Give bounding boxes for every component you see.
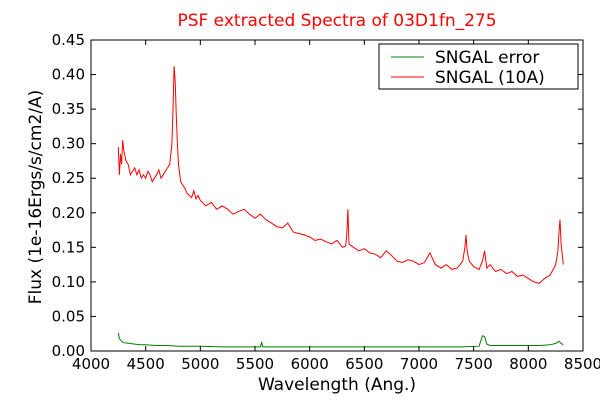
y-axis-label: Flux (1e-16Ergs/s/cm2/A) xyxy=(26,90,46,305)
plot-frame xyxy=(90,39,584,352)
y-tick-label: 0.35 xyxy=(52,100,85,118)
y-tick-label: 0.40 xyxy=(52,66,85,84)
axes: 4000 4500 5000 5500 6000 6500 7000 7500 8000 8500… xyxy=(52,31,600,373)
y-tick-label: 0.20 xyxy=(52,204,85,222)
x-axis-label: Wavelength (Ang.) xyxy=(258,375,416,395)
legend-box xyxy=(378,43,579,90)
legend-label: SNGAL error xyxy=(435,48,539,68)
x-tick-label: 5500 xyxy=(236,355,274,373)
x-tick-label: 7000 xyxy=(400,355,438,373)
y-tick-label: 0.05 xyxy=(52,307,85,325)
x-tick-label: 6500 xyxy=(345,355,383,373)
y-tick-label: 0.30 xyxy=(52,135,85,153)
y-tick-label: 0.10 xyxy=(52,273,85,291)
plot-area xyxy=(117,66,564,348)
legend-label: SNGAL (10A) xyxy=(435,68,545,88)
series-line-sngal-10a xyxy=(117,66,564,284)
chart-title: PSF extracted Spectra of 03D1fn_275 xyxy=(177,11,496,31)
y-tick-label: 0.15 xyxy=(52,238,85,256)
x-tick-label: 7500 xyxy=(455,355,493,373)
x-tick-label: 6000 xyxy=(291,355,329,373)
y-tick-label: 0.00 xyxy=(52,342,85,360)
x-tick-label: 5000 xyxy=(181,355,219,373)
x-tick-label: 8000 xyxy=(509,355,547,373)
x-tick-label: 8500 xyxy=(564,355,600,373)
series-line-sngal-error xyxy=(117,332,564,348)
x-tick-label: 4000 xyxy=(72,355,110,373)
y-tick-label: 0.25 xyxy=(52,169,85,187)
x-tick-label: 4500 xyxy=(127,355,165,373)
y-tick-label: 0.45 xyxy=(52,31,85,49)
